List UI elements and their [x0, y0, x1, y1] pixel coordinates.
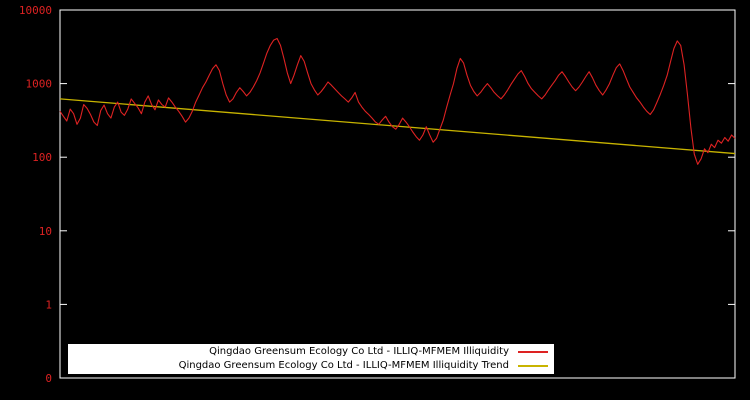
legend-label-trend: Qingdao Greensum Ecology Co Ltd - ILLIQ-…	[178, 360, 509, 371]
legend-row-trend: Qingdao Greensum Ecology Co Ltd - ILLIQ-…	[74, 359, 548, 373]
legend-row-illiquidity: Qingdao Greensum Ecology Co Ltd - ILLIQ-…	[74, 345, 548, 359]
plot-frame	[59, 9, 736, 379]
illiquidity-line	[59, 37, 736, 165]
y-tick-label: 0	[45, 372, 52, 385]
y-tick-label: 1	[45, 298, 52, 311]
y-tick-label: 1000	[26, 78, 53, 91]
chart-legend: Qingdao Greensum Ecology Co Ltd - ILLIQ-…	[68, 344, 554, 374]
legend-label-illiquidity: Qingdao Greensum Ecology Co Ltd - ILLIQ-…	[209, 346, 509, 357]
y-tick-label: 10	[39, 225, 52, 238]
trend-line-swatch	[518, 365, 548, 367]
y-tick-label: 10000	[19, 4, 52, 17]
y-tick-label: 100	[32, 151, 52, 164]
illiquidity-line-swatch	[518, 351, 548, 353]
